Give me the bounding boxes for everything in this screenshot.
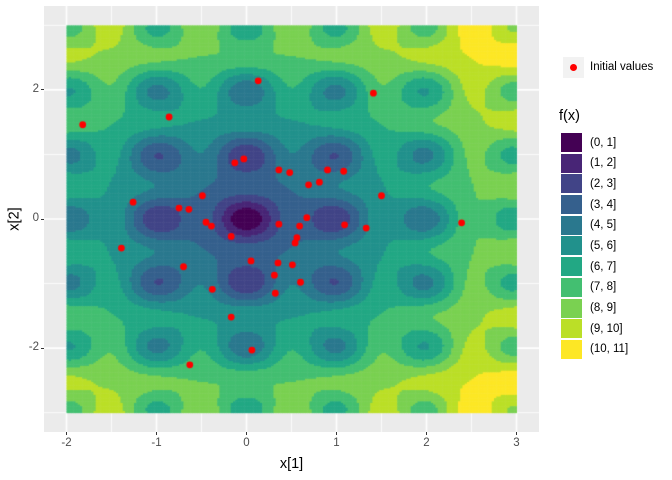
legend-bin-row: (2, 3] xyxy=(561,174,628,194)
legend-bin-swatch xyxy=(561,153,582,173)
legend-bin-row: (5, 6] xyxy=(561,236,628,256)
legend-bin-swatch xyxy=(561,236,582,256)
y-tick-label: 2 xyxy=(32,82,39,95)
legend-bin-row: (0, 1] xyxy=(561,133,628,152)
y-tick-label: -2 xyxy=(28,341,39,354)
legend-bin-swatch xyxy=(561,257,582,277)
legend-bin-swatch xyxy=(561,319,582,339)
y-tick-label: 0 xyxy=(32,212,39,224)
x-tick-mark xyxy=(156,432,157,436)
legend-bin-row: (10, 11] xyxy=(561,339,629,359)
legend-points-label: Initial values xyxy=(590,61,654,73)
x-tick-label: 1 xyxy=(333,437,340,449)
y-tick-mark xyxy=(40,218,44,220)
x-tick-mark xyxy=(516,432,517,436)
y-axis-title: x[2] xyxy=(7,207,23,231)
legend-bin-swatch xyxy=(561,277,582,297)
legend-bin-label: (4, 5] xyxy=(590,219,617,232)
legend-bin-row: (6, 7] xyxy=(561,257,628,277)
legend-points-key xyxy=(563,57,584,78)
legend-bin-row: (3, 4] xyxy=(561,195,628,215)
y-axis-title-wrap: x[2] xyxy=(0,6,30,432)
legend-bin-swatch xyxy=(561,195,582,215)
legend-bin-label: (8, 9] xyxy=(590,302,617,314)
legend-bin-row: (4, 5] xyxy=(561,215,628,235)
y-tick-mark xyxy=(40,347,44,349)
legend-bin-row: (7, 8] xyxy=(561,277,628,297)
x-tick-mark xyxy=(426,432,427,436)
legend-bin-label: (3, 4] xyxy=(590,198,617,211)
legend-bin-row: (9, 10] xyxy=(561,319,628,339)
legend-bin-swatch xyxy=(561,174,582,194)
legend-bin-label: (10, 11] xyxy=(590,343,629,356)
legend-bin-label: (7, 8] xyxy=(590,281,617,294)
legend-bin-swatch xyxy=(561,298,582,318)
legend-bin-label: (9, 10] xyxy=(590,322,623,335)
x-tick-mark xyxy=(66,432,67,436)
x-tick-label: 2 xyxy=(423,437,430,449)
x-tick-label: -2 xyxy=(61,437,72,449)
legend-bin-label: (6, 7] xyxy=(590,260,617,273)
legend-bin-label: (2, 3] xyxy=(590,177,617,190)
y-tick-mark xyxy=(40,89,44,91)
x-axis-title: x[1] xyxy=(279,456,304,472)
legend-bin-swatch xyxy=(561,133,582,152)
legend-fill-bins: (0, 1] (1, 2] (2, 3] (3, 4] (4, 5] (5, 6] (6, … xyxy=(561,133,628,361)
legend-bin-label: (5, 6] xyxy=(590,239,617,252)
x-tick-mark xyxy=(246,432,247,436)
x-tick-label: 0 xyxy=(243,437,250,449)
x-tick-label: 3 xyxy=(513,437,520,449)
legend-bin-label: (1, 2] xyxy=(590,157,617,170)
initial-values-dot-icon xyxy=(570,64,577,71)
x-tick-mark xyxy=(336,432,337,436)
legend-bin-swatch xyxy=(561,215,582,235)
legend-bin-row: (1, 2] xyxy=(561,153,628,173)
legend-bin-label: (0, 1] xyxy=(590,136,617,149)
x-tick-label: -1 xyxy=(151,437,162,449)
legend-bin-row: (8, 9] xyxy=(561,298,628,318)
legend-fill-title: f(x) xyxy=(559,108,580,124)
contour-plot-canvas xyxy=(44,6,539,432)
legend-bin-swatch xyxy=(561,339,582,359)
